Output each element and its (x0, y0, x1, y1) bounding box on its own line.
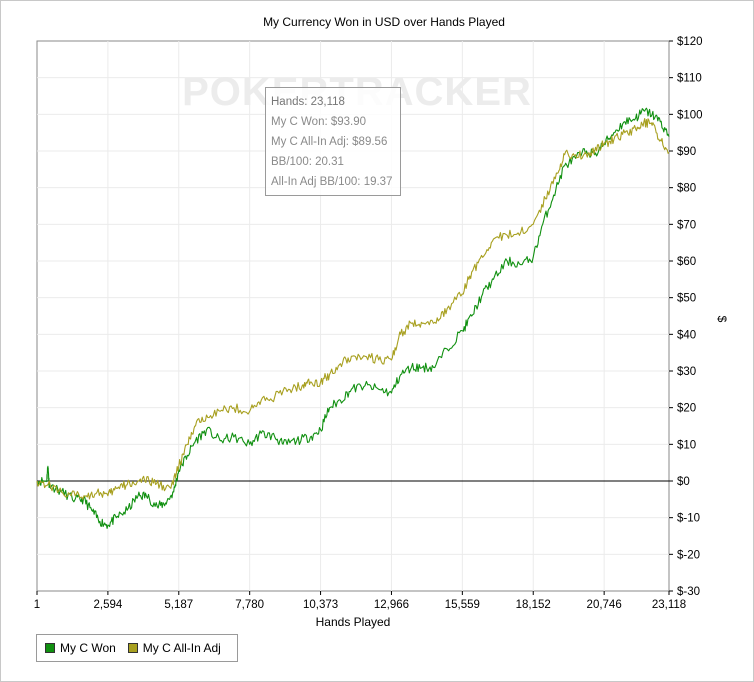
y-tick-label: $110 (677, 73, 702, 85)
tooltip-allin: My C All-In Adj: $89.56 (271, 136, 388, 148)
chart-legend: My C Won My C All-In Adj (36, 634, 238, 662)
legend-item-won[interactable]: My C Won (45, 641, 116, 655)
y-tick-label: $80 (677, 183, 696, 195)
hover-tooltip: Hands: 23,118 My C Won: $93.90 My C All-… (265, 87, 401, 196)
chart-title: My Currency Won in USD over Hands Played (263, 15, 505, 29)
x-tick-label: 5,187 (164, 599, 193, 611)
y-tick-label: $100 (677, 109, 703, 121)
tooltip-won: My C Won: $93.90 (271, 116, 367, 128)
y-tick-label: $120 (677, 36, 703, 48)
y-tick-label: $20 (677, 403, 696, 415)
x-axis-ticks: 1 2,594 5,187 7,780 10,373 12,966 15,559 18,152… (34, 591, 686, 611)
y-tick-label: $70 (677, 219, 696, 231)
series-line-won (36, 107, 670, 529)
y-axis-ticks: $-30 $-20 $-10 $0 $10 $20 $30 $40 $50 $60 $70 $80 $9… (669, 36, 703, 598)
y-tick-label: $0 (677, 476, 690, 488)
y-tick-label: $40 (677, 329, 696, 341)
legend-swatch-won (45, 643, 55, 653)
legend-item-allin[interactable]: My C All-In Adj (127, 641, 221, 655)
legend-label-won: My C Won (60, 641, 116, 655)
x-tick-label: 10,373 (303, 599, 338, 611)
x-tick-label: 18,152 (516, 599, 551, 611)
series-line-allin (36, 117, 670, 500)
tooltip-bb100: BB/100: 20.31 (271, 156, 344, 168)
series-lines (36, 107, 670, 529)
x-axis-title: Hands Played (316, 615, 391, 629)
x-tick-label: 7,780 (235, 599, 264, 611)
y-tick-label: $30 (677, 366, 696, 378)
x-tick-label: 20,746 (587, 599, 622, 611)
x-tick-label: 2,594 (93, 599, 122, 611)
y-axis-title: $ (715, 316, 729, 323)
y-tick-label: $-20 (677, 549, 700, 561)
y-tick-label: $-10 (677, 513, 700, 525)
legend-swatch-allin (127, 643, 138, 653)
legend-label-allin: My C All-In Adj (142, 641, 221, 655)
y-tick-label: $90 (677, 146, 696, 158)
tooltip-allin-bb100: All-In Adj BB/100: 19.37 (271, 176, 393, 188)
y-tick-label: $60 (677, 256, 696, 268)
y-tick-label: $-30 (677, 586, 700, 598)
x-tick-label: 1 (34, 599, 40, 611)
x-tick-label: 15,559 (445, 599, 480, 611)
x-tick-label: 23,118 (652, 599, 686, 611)
y-tick-label: $50 (677, 293, 696, 305)
y-tick-label: $10 (677, 439, 696, 451)
tooltip-hands: Hands: 23,118 (271, 96, 345, 108)
x-tick-label: 12,966 (374, 599, 409, 611)
